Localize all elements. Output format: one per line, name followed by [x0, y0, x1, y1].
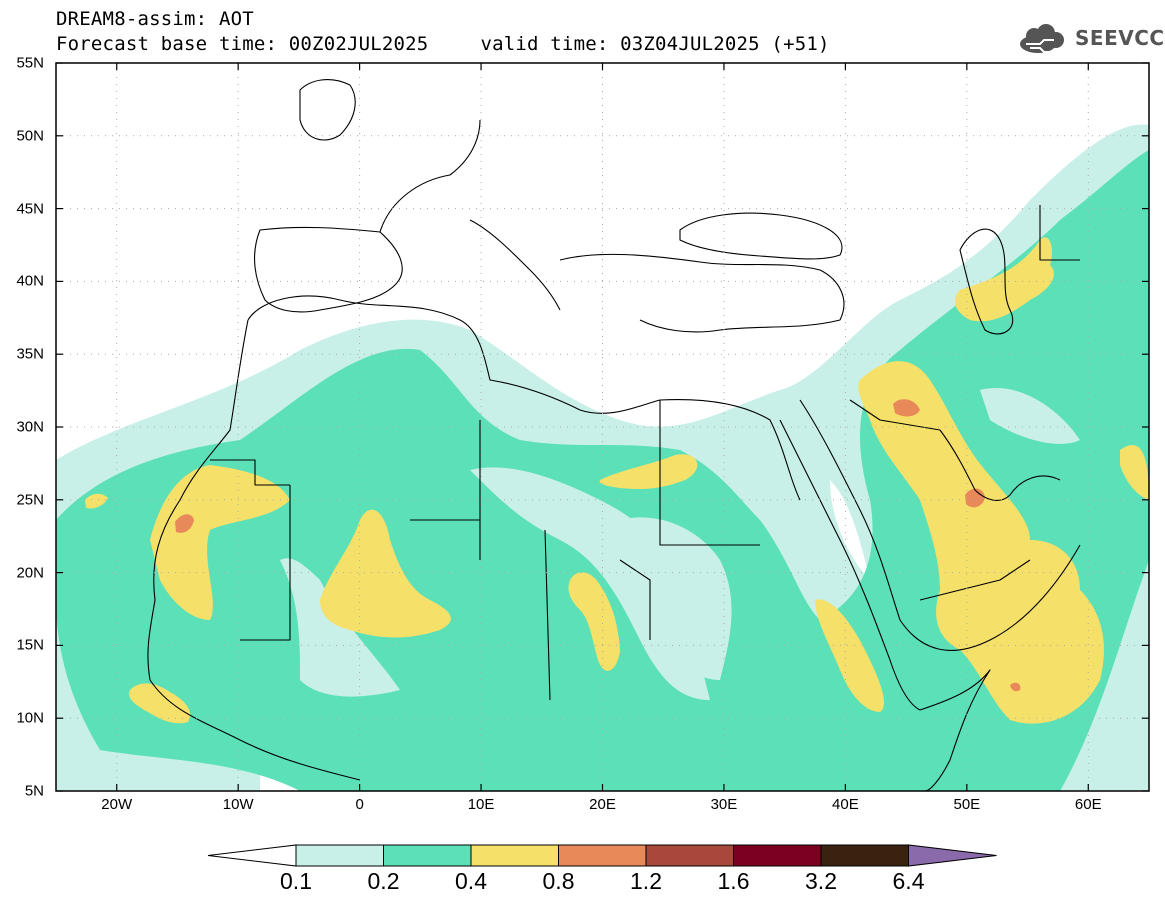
colorbar-label: 6.4: [892, 868, 925, 894]
lon-label-30E: 30E: [710, 796, 738, 813]
lon-label-10E: 10E: [467, 796, 495, 813]
colorbar-bin: [820, 844, 909, 867]
lon-label-0: 0: [355, 796, 364, 813]
colorbar-bin: [645, 844, 734, 867]
lat-label-55N: 55N: [16, 54, 44, 72]
colorbar-label: 1.6: [717, 868, 750, 894]
colorbar-label: 0.1: [280, 868, 312, 894]
colorbar-bin: [470, 844, 559, 867]
lat-label-45N: 45N: [16, 200, 44, 218]
colorbar: [207, 844, 997, 867]
lat-label-30N: 30N: [16, 418, 44, 436]
valid-time: valid time: 03Z04JUL2025 (+51): [480, 33, 830, 55]
lon-label-50E: 50E: [953, 796, 981, 813]
lat-label-35N: 35N: [16, 345, 44, 363]
lon-label-10W: 10W: [222, 796, 254, 813]
logo-text: SEEVCCC: [1075, 26, 1165, 50]
lon-label-20W: 20W: [101, 796, 133, 813]
cloud-icon: [1020, 24, 1064, 53]
lat-label-20N: 20N: [16, 564, 44, 582]
coastlines-borders: [147, 79, 1081, 791]
lat-label-25N: 25N: [16, 491, 44, 509]
colorbar-label: 3.2: [805, 868, 837, 894]
colorbar-label: 0.8: [542, 868, 575, 894]
grid: [56, 63, 1149, 791]
lon-label-20E: 20E: [589, 796, 616, 813]
lat-label-10N: 10N: [16, 709, 44, 727]
base-time: Forecast base time: 00Z02JUL2025: [56, 33, 429, 55]
lon-label-40E: 40E: [832, 796, 859, 813]
colorbar-bin: [295, 844, 384, 867]
colorbar-over-arrow: [908, 844, 997, 867]
lat-label-50N: 50N: [16, 127, 44, 145]
lat-label-5N: 5N: [24, 782, 44, 800]
colorbar-bin: [558, 844, 647, 867]
lat-label-15N: 15N: [16, 636, 44, 654]
colorbar-label: 0.2: [367, 868, 400, 894]
lon-label-60E: 60E: [1074, 796, 1102, 813]
colorbar-bin: [733, 844, 822, 867]
lat-label-40N: 40N: [16, 272, 44, 290]
time-info: Forecast base time: 00Z02JUL2025 valid ti…: [56, 33, 830, 55]
colorbar-label: 1.2: [630, 868, 662, 894]
axis-ticks: [56, 62, 1149, 792]
colorbar-under-arrow: [207, 844, 297, 867]
colorbar-label: 0.4: [455, 868, 487, 894]
colorbar-bin: [383, 844, 472, 867]
map-title: DREAM8-assim: AOT: [56, 8, 254, 30]
